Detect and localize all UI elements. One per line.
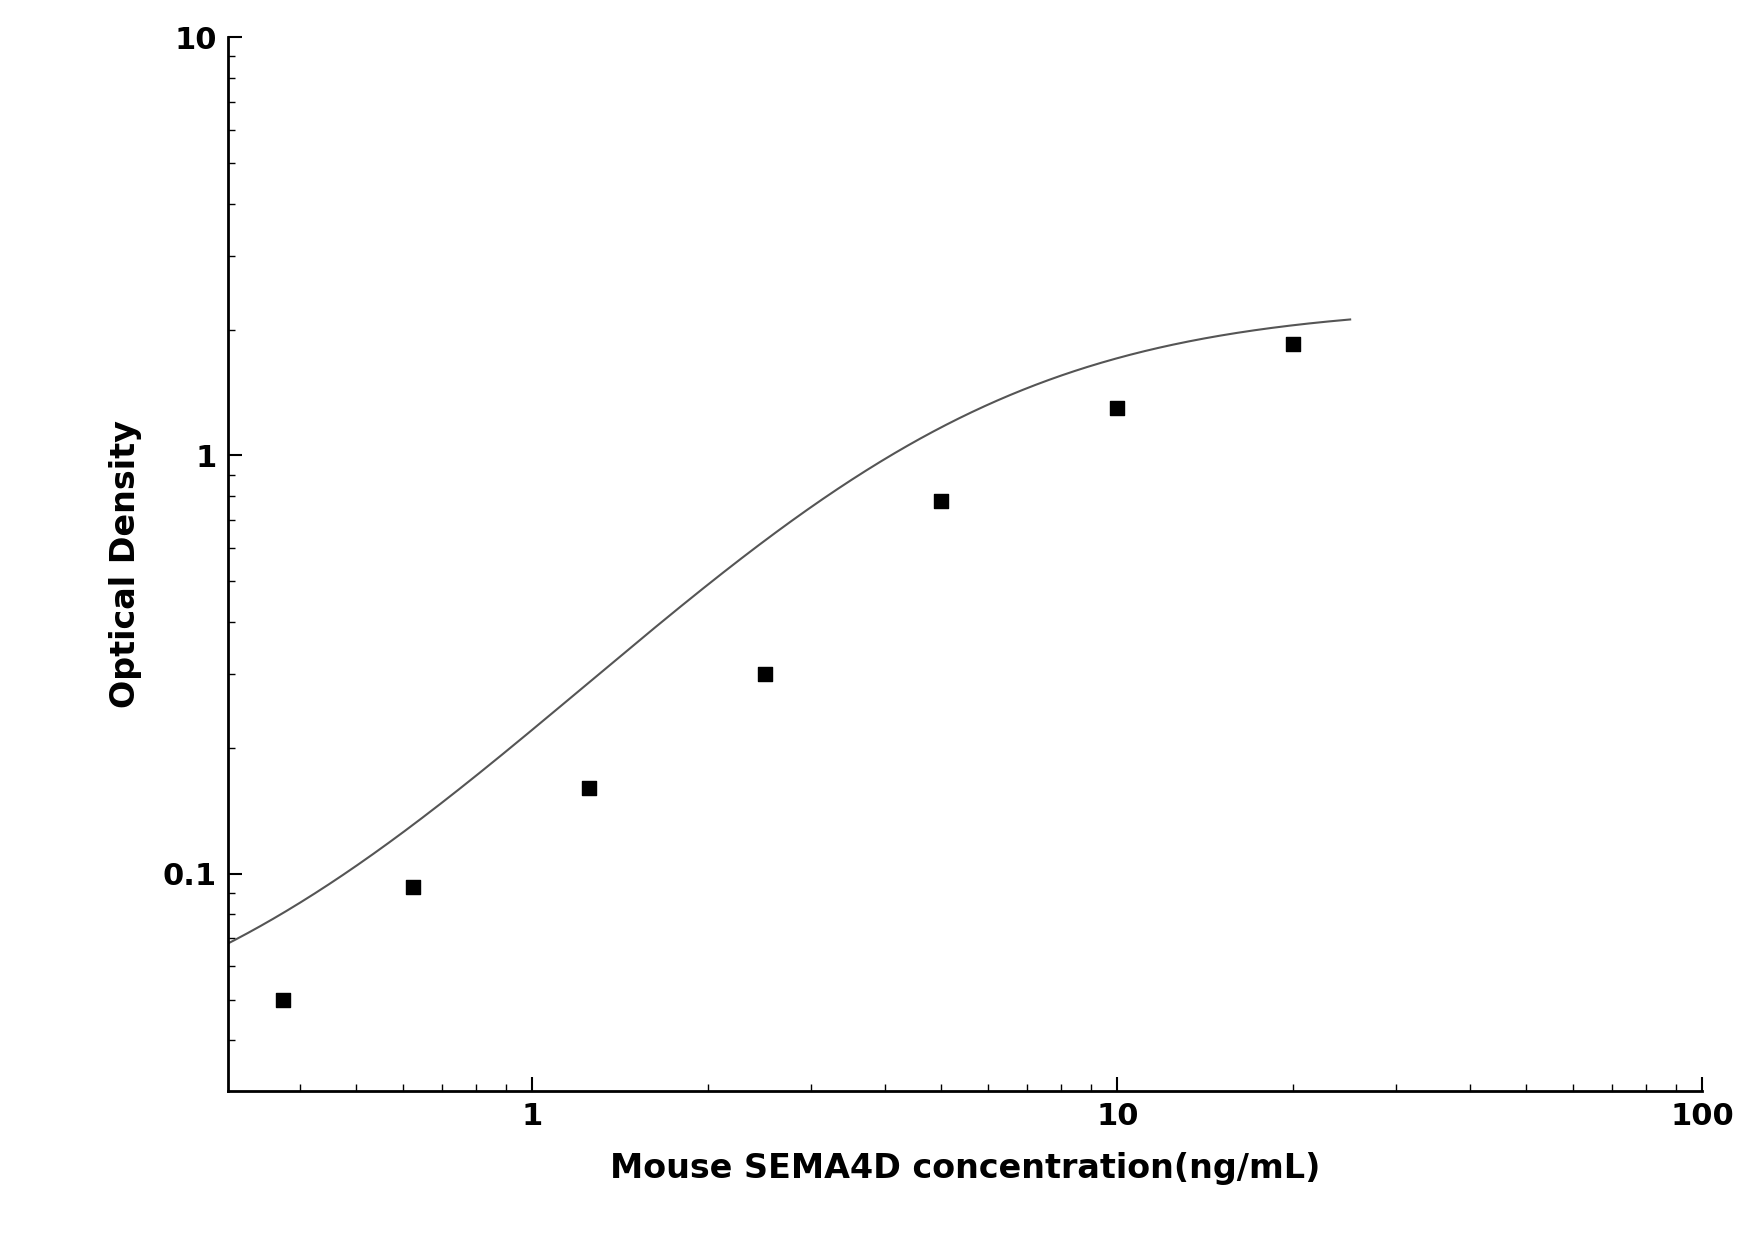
Point bbox=[269, 990, 297, 1009]
Y-axis label: Optical Density: Optical Density bbox=[109, 420, 142, 708]
Point bbox=[398, 877, 426, 897]
Point bbox=[1279, 334, 1307, 353]
Point bbox=[927, 491, 955, 511]
Point bbox=[751, 665, 779, 684]
Point bbox=[576, 779, 604, 799]
Point bbox=[1104, 398, 1132, 418]
X-axis label: Mouse SEMA4D concentration(ng/mL): Mouse SEMA4D concentration(ng/mL) bbox=[611, 1152, 1320, 1185]
